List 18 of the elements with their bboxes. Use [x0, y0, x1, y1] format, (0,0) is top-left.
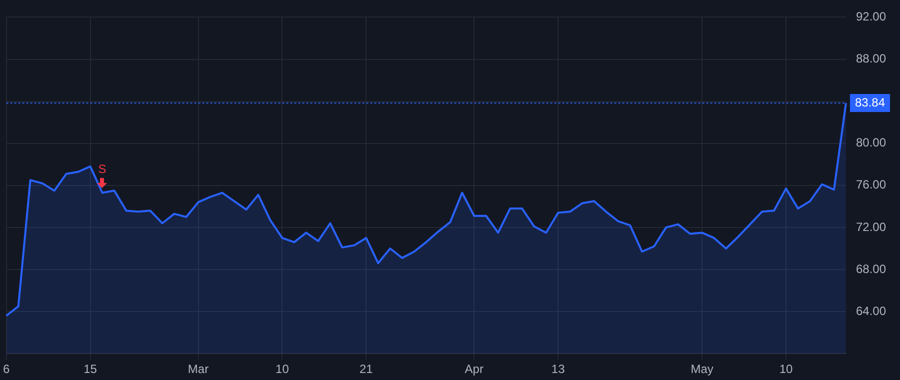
y-tick-label: 72.00: [856, 220, 886, 234]
x-tick-label: 6: [2, 362, 10, 376]
x-tick-label: Mar: [188, 362, 209, 376]
y-tick-label: 88.00: [856, 52, 886, 66]
y-tick-label: 92.00: [856, 10, 886, 24]
ref-line-label: 83.84: [854, 95, 886, 110]
x-tick-label: 15: [84, 362, 98, 376]
x-tick-label: 13: [551, 362, 566, 376]
y-tick-label: 68.00: [856, 262, 886, 276]
annotation: S: [97, 162, 108, 176]
y-tick-label: 80.00: [856, 136, 886, 150]
y-tick-label: 64.00: [856, 304, 886, 318]
x-tick-label: May: [690, 362, 714, 376]
y-tick-label: 76.00: [856, 178, 886, 192]
x-tick-label: 10: [276, 362, 290, 376]
x-tick-label: 21: [360, 362, 374, 376]
x-tick-label: Apr: [464, 362, 484, 376]
x-tick-label: 10: [779, 362, 793, 376]
